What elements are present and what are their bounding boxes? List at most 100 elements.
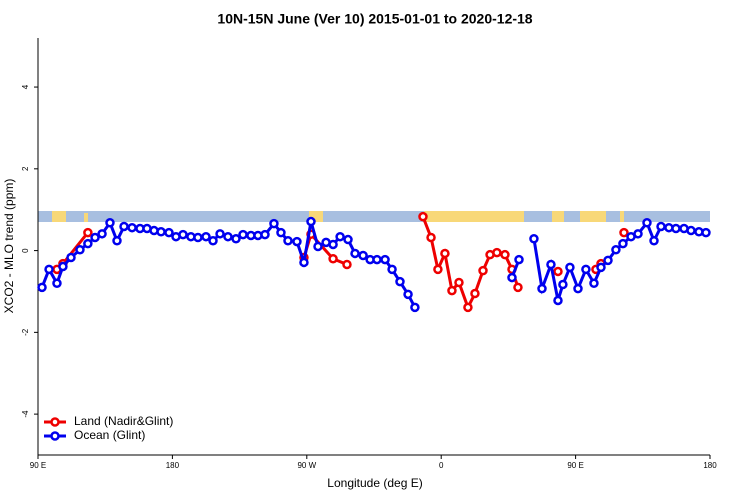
data-point — [686, 225, 696, 236]
land-patch — [52, 211, 66, 222]
data-point — [292, 236, 302, 247]
data-point — [454, 277, 464, 288]
y-tick-label: -2 — [21, 328, 30, 336]
data-point — [492, 247, 502, 258]
data-point — [358, 250, 368, 261]
data-point — [372, 254, 382, 265]
data-point — [529, 233, 539, 244]
x-tick-label: 180 — [703, 461, 717, 470]
data-point — [553, 266, 563, 277]
data-point — [537, 283, 547, 294]
data-point — [44, 264, 54, 275]
data-point — [52, 278, 62, 289]
legend-label: Land (Nadir&Glint) — [74, 414, 173, 428]
data-point — [418, 211, 428, 222]
data-point — [119, 221, 129, 232]
land-patch — [424, 211, 524, 222]
data-point — [581, 264, 591, 275]
data-point — [335, 231, 345, 242]
data-point — [463, 302, 473, 313]
x-tick-label: 180 — [166, 461, 180, 470]
data-point — [66, 252, 76, 263]
data-point — [313, 241, 323, 252]
data-point — [127, 222, 137, 233]
data-point — [514, 254, 524, 265]
x-tick-label: 90 E — [30, 461, 46, 470]
data-point — [90, 232, 100, 243]
data-point — [395, 276, 405, 287]
data-point — [619, 227, 629, 238]
x-tick-label: 90 E — [567, 461, 583, 470]
data-point — [649, 236, 659, 246]
data-point — [546, 259, 556, 270]
y-tick-label: 2 — [21, 166, 30, 171]
y-tick-label: 0 — [21, 248, 30, 253]
data-point — [403, 289, 413, 300]
data-point — [553, 295, 563, 306]
data-point — [447, 285, 457, 296]
land-patch — [552, 211, 564, 222]
data-point — [633, 229, 643, 239]
data-point — [276, 227, 286, 238]
data-point — [343, 234, 353, 245]
data-point — [410, 302, 420, 313]
data-point — [558, 279, 568, 290]
data-point — [208, 236, 218, 246]
data-point — [260, 229, 270, 240]
legend-marker — [50, 417, 60, 427]
data-point — [350, 248, 360, 259]
ocean-strip — [38, 211, 710, 222]
data-point — [671, 223, 681, 234]
chart-title: 10N-15N June (Ver 10) 2015-01-01 to 2020… — [217, 11, 532, 27]
data-point — [193, 232, 203, 243]
data-point — [328, 254, 338, 264]
data-point — [426, 232, 436, 243]
data-point — [231, 233, 241, 244]
data-point — [596, 262, 606, 273]
data-point — [328, 239, 338, 250]
y-tick-label: -4 — [21, 410, 30, 418]
y-tick-label: 4 — [21, 84, 30, 89]
map-strip — [38, 211, 710, 222]
data-point — [565, 262, 575, 273]
data-point — [37, 282, 47, 293]
data-point — [513, 282, 523, 293]
legend-marker — [50, 431, 60, 441]
data-point — [507, 272, 517, 283]
data-point — [701, 227, 711, 238]
data-point — [178, 229, 188, 240]
data-point — [603, 255, 613, 266]
y-axis-label: XCO2 - MLO trend (ppm) — [2, 179, 16, 314]
x-tick-label: 90 W — [297, 461, 316, 470]
data-point — [83, 238, 93, 249]
land-patch — [309, 211, 323, 222]
data-point — [380, 254, 390, 265]
data-point — [83, 227, 93, 238]
data-point — [156, 227, 166, 237]
data-point — [500, 249, 510, 260]
data-point — [589, 278, 599, 289]
data-point — [58, 261, 68, 272]
data-point — [642, 218, 652, 228]
data-point — [215, 229, 225, 239]
data-point — [164, 227, 174, 238]
land-patch — [620, 211, 624, 222]
data-point — [433, 264, 443, 275]
x-axis-label: Longitude (deg E) — [327, 476, 422, 490]
data-point — [342, 259, 352, 270]
data-point — [656, 221, 666, 232]
land-patch — [580, 211, 606, 222]
data-point — [573, 283, 583, 294]
data-point — [112, 236, 122, 246]
data-point — [97, 229, 107, 239]
data-point — [283, 236, 293, 246]
legend-label: Ocean (Glint) — [74, 428, 145, 442]
data-point — [611, 245, 621, 255]
data-point — [201, 231, 211, 242]
data-point — [223, 231, 233, 242]
data-point — [105, 218, 115, 228]
data-point — [306, 216, 316, 227]
data-point — [478, 265, 488, 276]
data-point — [299, 257, 309, 268]
